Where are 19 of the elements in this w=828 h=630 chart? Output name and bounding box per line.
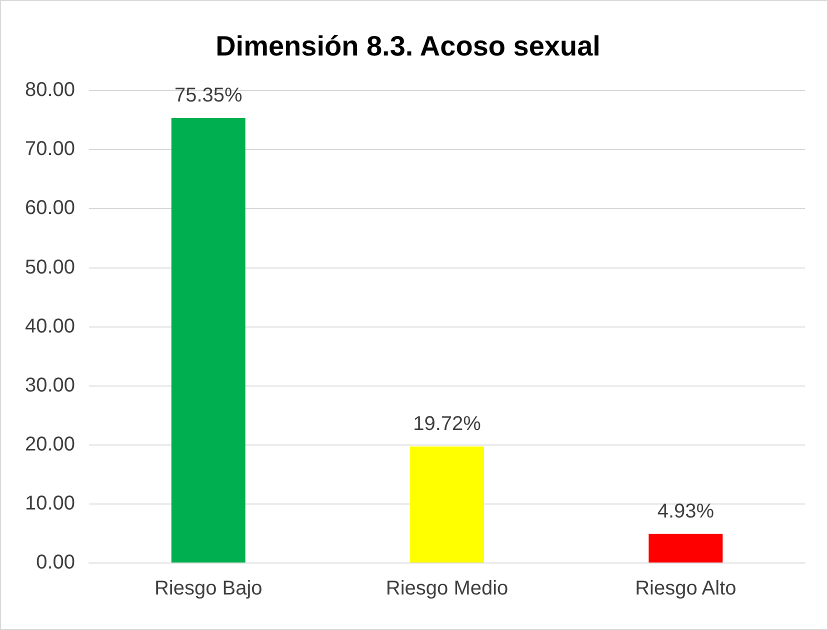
bar: [171, 118, 246, 562]
y-tick-label: 80.00: [24, 79, 76, 102]
y-tick-label: 0.00: [36, 552, 76, 574]
y-tick-label: 50.00: [24, 256, 76, 278]
y-tick-label: 30.00: [24, 374, 76, 396]
x-tick-label: Riesgo Medio: [386, 578, 508, 600]
x-tick-label: Riesgo Alto: [635, 578, 736, 600]
y-tick-label: 10.00: [24, 492, 76, 514]
data-label: 4.93%: [657, 500, 714, 522]
chart-title: Dimensión 8.3. Acoso sexual: [216, 30, 600, 62]
y-tick-label: 60.00: [24, 197, 76, 220]
y-tick-label: 20.00: [24, 433, 76, 456]
bar: [648, 534, 723, 562]
y-tick-label: 70.00: [24, 138, 76, 160]
data-label: 19.72%: [413, 413, 482, 436]
data-label: 75.35%: [174, 84, 242, 107]
y-tick-label: 40.00: [24, 315, 76, 338]
x-tick-label: Riesgo Bajo: [154, 578, 262, 600]
bar: [410, 446, 484, 562]
